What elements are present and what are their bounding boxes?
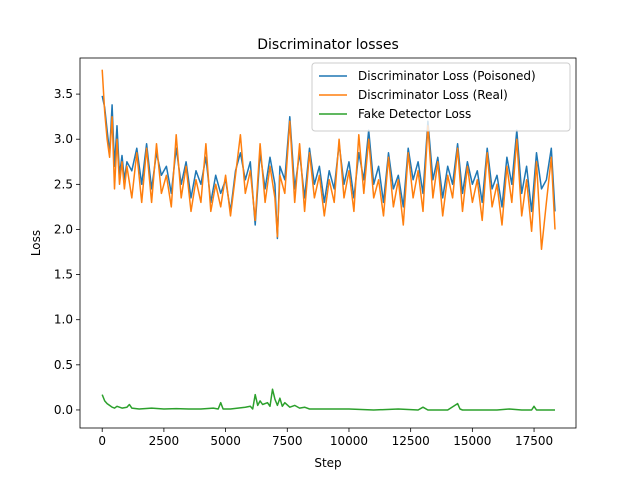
legend-label-2: Fake Detector Loss: [358, 107, 471, 121]
x-tick-label: 15000: [453, 434, 491, 448]
y-tick-label: 0.5: [54, 358, 73, 372]
y-axis-label: Loss: [29, 230, 43, 256]
x-axis-label: Step: [314, 456, 341, 470]
y-tick-label: 3.5: [54, 87, 73, 101]
y-tick-label: 1.5: [54, 268, 73, 282]
x-tick-label: 12500: [392, 434, 430, 448]
y-tick-label: 2.0: [54, 222, 73, 236]
x-tick-label: 7500: [272, 434, 303, 448]
x-tick-label: 17500: [515, 434, 553, 448]
x-tick-label: 0: [98, 434, 106, 448]
legend-label-0: Discriminator Loss (Poisoned): [358, 69, 536, 83]
x-tick-label: 2500: [149, 434, 180, 448]
y-tick-label: 2.5: [54, 177, 73, 191]
y-tick-label: 3.0: [54, 132, 73, 146]
y-tick-label: 1.0: [54, 313, 73, 327]
x-tick-label: 5000: [210, 434, 241, 448]
legend-label-1: Discriminator Loss (Real): [358, 88, 508, 102]
y-tick-label: 0.0: [54, 403, 73, 417]
chart-title: Discriminator losses: [257, 37, 399, 53]
x-tick-label: 10000: [330, 434, 368, 448]
legend: Discriminator Loss (Poisoned) Discriminat…: [312, 63, 570, 131]
